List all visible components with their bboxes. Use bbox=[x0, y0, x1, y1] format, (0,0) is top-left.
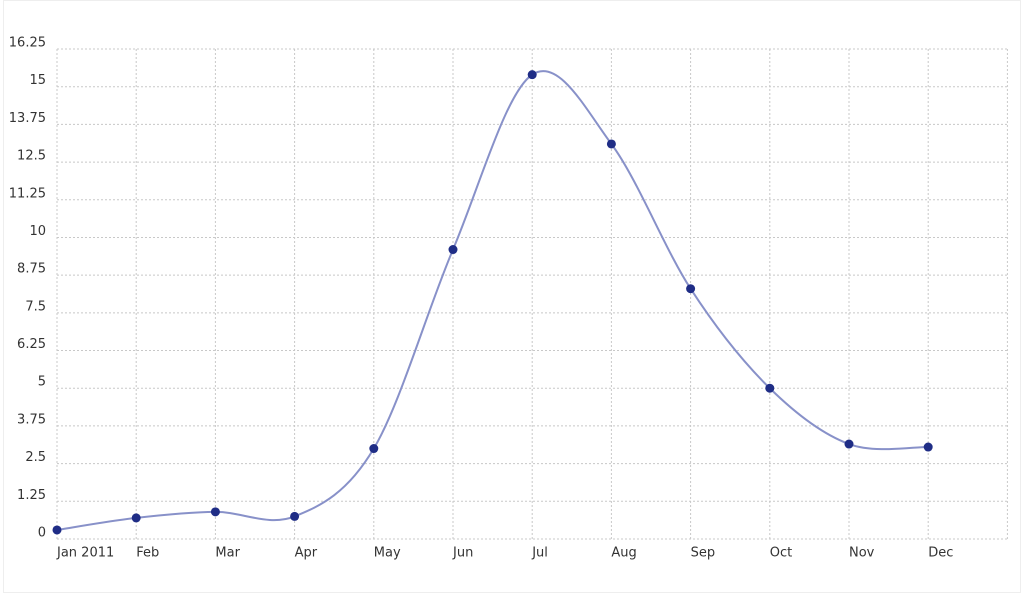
x-tick-label: Dec bbox=[928, 546, 953, 561]
y-tick-label: 7.5 bbox=[25, 299, 46, 314]
frame bbox=[3, 0, 1021, 593]
point bbox=[765, 383, 775, 393]
y-tick-label: 11.25 bbox=[9, 186, 46, 201]
point bbox=[923, 442, 933, 452]
y-tick-label: 12.5 bbox=[17, 149, 46, 164]
y-tick-label: 10 bbox=[29, 224, 46, 239]
x-tick-label: Feb bbox=[136, 546, 159, 561]
x-tick-label: Nov bbox=[849, 546, 875, 561]
point bbox=[527, 70, 537, 80]
x-tick-label: Apr bbox=[295, 546, 318, 561]
point bbox=[131, 513, 141, 523]
point bbox=[606, 139, 616, 149]
y-tick-label: 5 bbox=[38, 375, 46, 390]
y-tick-label: 3.75 bbox=[17, 412, 46, 427]
x-tick-label: Aug bbox=[611, 546, 636, 561]
point bbox=[210, 507, 220, 517]
x-tick-label: May bbox=[374, 546, 401, 561]
x-tick-label: Jun bbox=[452, 546, 473, 561]
y-tick-label: 8.75 bbox=[17, 262, 46, 277]
y-tick-label: 1.25 bbox=[17, 488, 46, 503]
point bbox=[290, 511, 300, 521]
y-tick-label: 0 bbox=[38, 526, 46, 541]
y-tick-label: 13.75 bbox=[9, 111, 46, 126]
line bbox=[56, 70, 929, 531]
x-tick-label: Jul bbox=[531, 546, 548, 561]
point bbox=[686, 284, 696, 294]
x-tick-label: Oct bbox=[770, 546, 792, 561]
point bbox=[369, 444, 379, 454]
y-tick-label: 2.5 bbox=[25, 450, 46, 465]
point bbox=[448, 245, 458, 255]
point bbox=[844, 439, 854, 449]
y-tick-label: 16.25 bbox=[9, 36, 46, 51]
x-tick-label: Mar bbox=[215, 546, 240, 561]
x-tick-label: Sep bbox=[691, 546, 716, 561]
y-tick-label: 6.25 bbox=[17, 337, 46, 352]
y-tick-label: 15 bbox=[29, 73, 46, 88]
x-tick-label: Jan 2011 bbox=[56, 546, 114, 561]
point bbox=[52, 525, 62, 535]
